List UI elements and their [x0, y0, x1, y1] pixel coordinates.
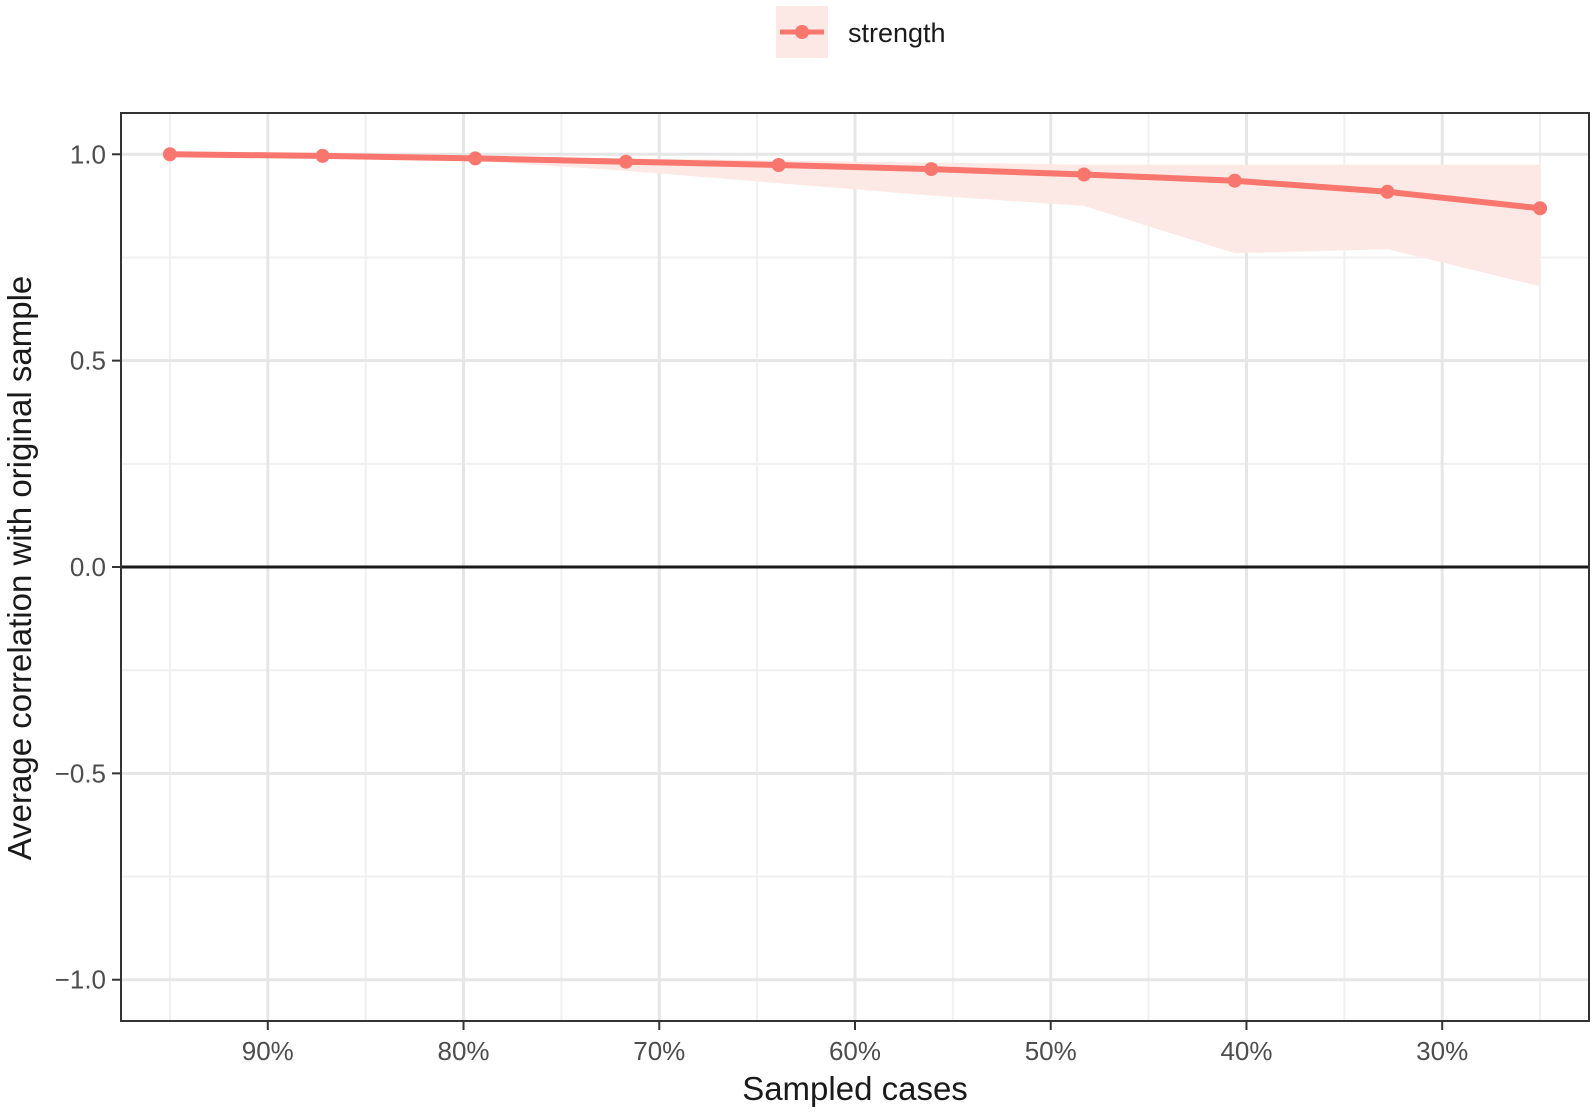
series-strength-band — [169, 154, 1541, 287]
series-strength-point — [619, 154, 633, 169]
y-tick-label: −1.0 — [55, 965, 106, 995]
x-tick-label: 60% — [829, 1036, 881, 1066]
x-tick-label: 80% — [438, 1036, 490, 1066]
x-tick-label: 90% — [242, 1036, 294, 1066]
x-axis: 90% 80% 70% 60% 50% 40% 30% — [242, 1021, 1468, 1066]
x-axis-title: Sampled cases — [742, 1070, 968, 1107]
series-strength-point — [315, 148, 330, 163]
series-strength-point — [468, 151, 483, 166]
x-tick-label: 40% — [1220, 1036, 1272, 1066]
series-strength-point — [1227, 173, 1242, 188]
y-axis-title: Average correlation with original sample — [1, 276, 38, 861]
y-axis: −1.0 −0.5 0.0 0.5 1.0 — [55, 139, 121, 995]
x-tick-label: 50% — [1025, 1036, 1077, 1066]
legend: strength — [776, 6, 946, 58]
y-tick-label: 0.5 — [70, 346, 106, 376]
legend-key-point — [795, 25, 809, 39]
series-strength-point — [771, 158, 786, 172]
y-tick-label: −0.5 — [55, 758, 106, 788]
y-tick-label: 1.0 — [70, 139, 106, 169]
series-strength-point — [162, 147, 177, 162]
x-tick-label: 70% — [633, 1036, 685, 1066]
series-strength-point — [1533, 201, 1548, 216]
series-layer — [162, 147, 1548, 287]
series-strength-point — [1077, 167, 1091, 182]
series-strength-line — [166, 151, 1544, 212]
series-strength-point — [924, 162, 939, 177]
y-tick-label: 0.0 — [70, 552, 106, 582]
legend-label-strength: strength — [848, 18, 946, 48]
series-strength-point — [1380, 184, 1395, 199]
x-tick-label: 30% — [1416, 1036, 1468, 1066]
